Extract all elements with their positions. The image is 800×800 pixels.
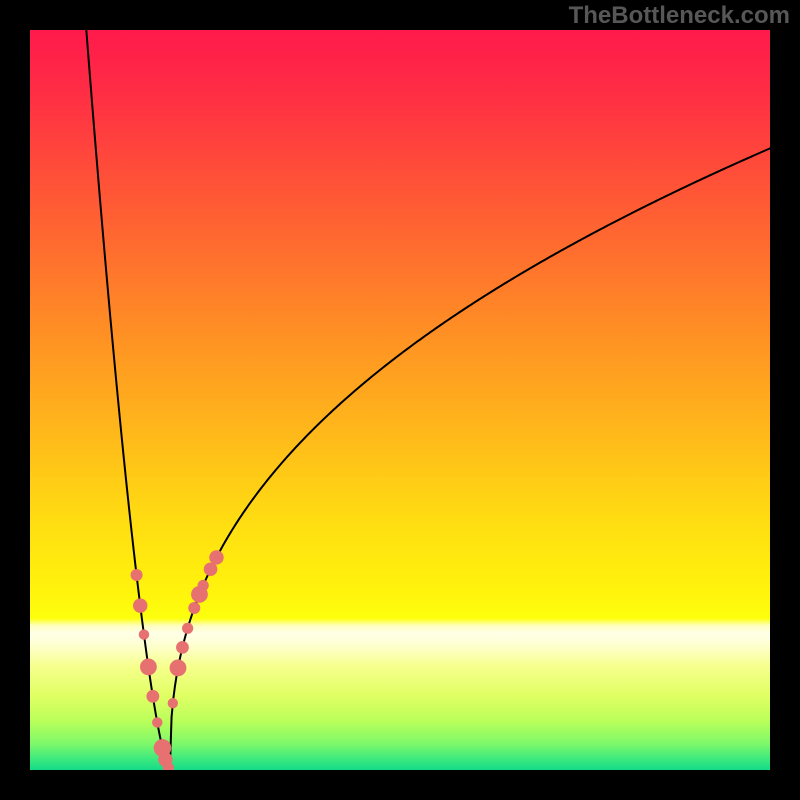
data-point <box>163 762 174 773</box>
data-point <box>209 550 223 564</box>
data-point <box>133 598 147 612</box>
data-point <box>170 659 187 676</box>
data-point <box>139 629 149 639</box>
data-point <box>146 690 159 703</box>
data-point <box>131 569 143 581</box>
data-point <box>152 717 162 727</box>
data-point <box>188 602 200 614</box>
gradient-background <box>30 30 770 770</box>
bottleneck-chart <box>0 0 800 800</box>
data-point <box>140 659 157 676</box>
data-point <box>176 641 189 654</box>
data-point <box>168 698 178 708</box>
watermark-text: TheBottleneck.com <box>569 2 790 30</box>
data-point <box>198 580 209 591</box>
data-point <box>182 623 193 634</box>
